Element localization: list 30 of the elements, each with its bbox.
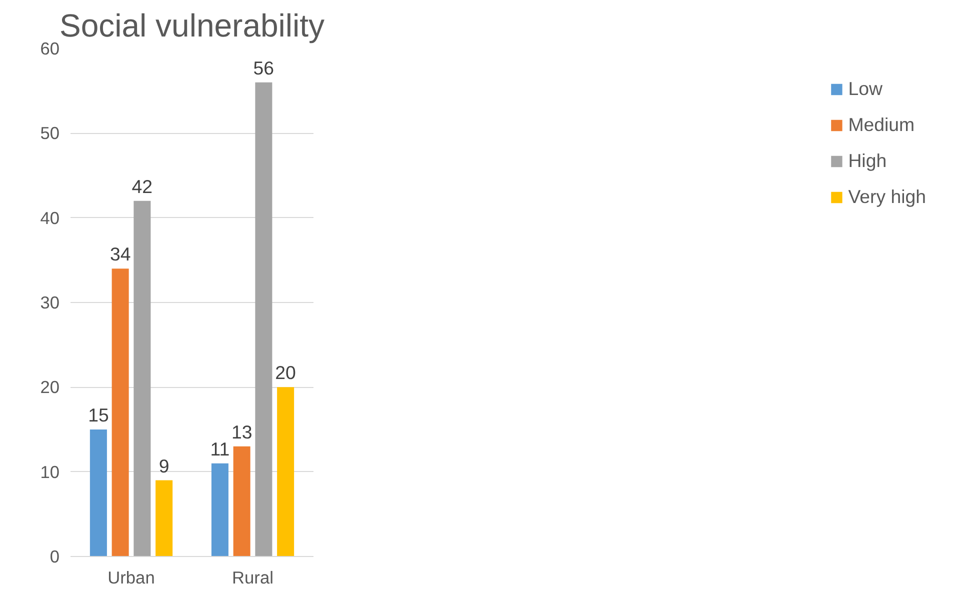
x-tick-label: Urban — [108, 568, 155, 588]
legend-label: Low — [848, 78, 882, 100]
y-tick-label: 10 — [40, 462, 60, 482]
data-label: 56 — [253, 57, 274, 78]
bar — [255, 82, 272, 556]
bar — [233, 446, 250, 556]
data-label: 20 — [275, 362, 296, 384]
legend-label: Medium — [848, 114, 915, 136]
data-label: 15 — [88, 404, 109, 426]
legend-label: High — [848, 150, 887, 172]
data-label: 9 — [158, 455, 170, 476]
y-tick-label: 30 — [40, 292, 60, 312]
y-tick-label: 20 — [40, 377, 60, 398]
bar — [112, 268, 129, 556]
chart-title: Social vulnerability — [59, 8, 325, 44]
bar — [90, 430, 107, 556]
x-tick-label: Rural — [232, 568, 274, 588]
data-label: 42 — [132, 176, 153, 197]
bar — [211, 463, 228, 556]
bar — [156, 480, 173, 556]
data-label: 34 — [110, 244, 131, 265]
y-tick-label: 0 — [50, 546, 60, 566]
data-label: 13 — [231, 421, 252, 442]
legend-label: Very high — [848, 186, 926, 208]
y-tick-label: 60 — [40, 38, 60, 58]
bar — [277, 387, 294, 556]
y-tick-label: 40 — [40, 208, 60, 228]
y-tick-label: 50 — [40, 123, 60, 144]
bar — [134, 200, 151, 556]
data-label: 11 — [210, 438, 230, 460]
